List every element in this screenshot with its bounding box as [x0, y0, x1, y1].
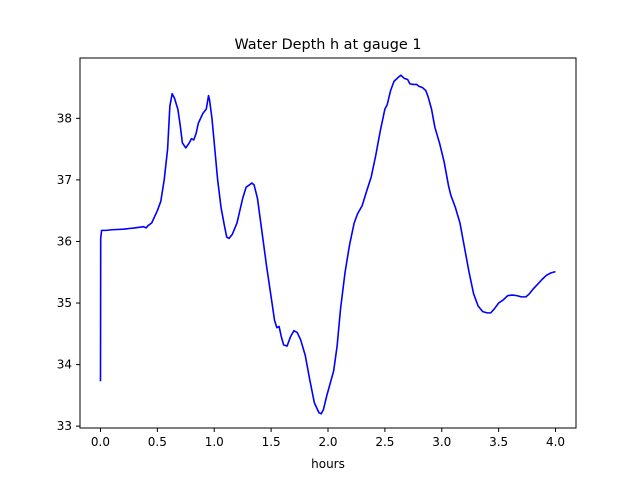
x-axis-ticks: 0.0 0.5 1.0 1.5 2.0 2.5 3.0 3.5 4.0 [91, 428, 565, 449]
x-tick-label: 0.0 [91, 435, 110, 449]
x-tick-label: 4.0 [546, 435, 565, 449]
y-axis-ticks: 33 34 35 36 37 38 [57, 111, 80, 433]
x-tick-label: 1.5 [262, 435, 281, 449]
y-tick-label: 37 [57, 173, 72, 187]
y-tick-label: 35 [57, 296, 72, 310]
x-tick-label: 2.5 [375, 435, 394, 449]
y-tick-label: 34 [57, 358, 72, 372]
plot-frame [79, 57, 577, 429]
plot-layer [99, 74, 556, 415]
x-axis-label: hours [311, 457, 345, 471]
y-tick-label: 38 [57, 111, 72, 125]
x-tick-label: 2.0 [318, 435, 337, 449]
x-tick-label: 1.0 [205, 435, 224, 449]
x-tick-label: 0.5 [148, 435, 167, 449]
x-tick-label: 3.0 [432, 435, 451, 449]
series-line-1 [99, 74, 556, 415]
chart-title: Water Depth h at gauge 1 [234, 37, 421, 53]
y-tick-label: 33 [57, 419, 72, 433]
x-tick-label: 3.5 [489, 435, 508, 449]
y-tick-label: 36 [57, 234, 72, 248]
